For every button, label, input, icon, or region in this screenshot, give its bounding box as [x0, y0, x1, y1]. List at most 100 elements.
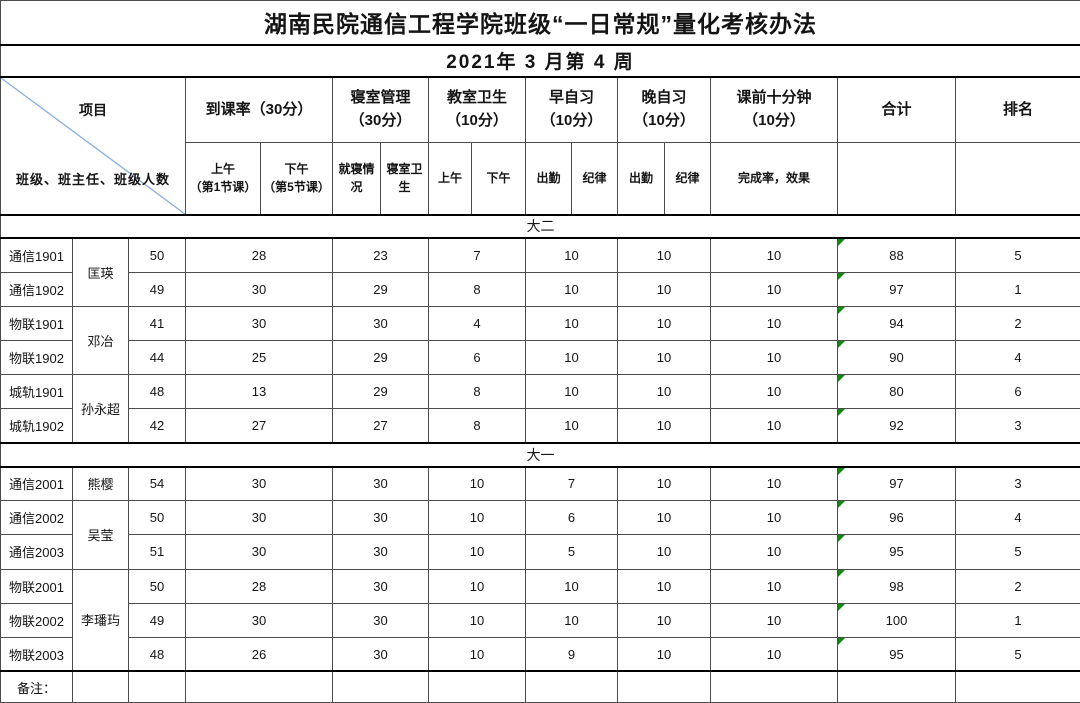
- empty-cell: [955, 670, 1080, 703]
- empty-cell: [710, 670, 838, 703]
- classroom-score-cell: 10: [428, 568, 526, 604]
- col-group-evening-study: 晚自习 （10分）: [617, 76, 711, 143]
- rank-cell: 2: [955, 305, 1080, 342]
- sub-col-pm-period5: 下午 （第5节课）: [260, 142, 333, 216]
- green-triangle-icon: [838, 467, 845, 475]
- corner-label-top: 项目: [79, 101, 107, 118]
- green-triangle-icon: [838, 375, 845, 383]
- col-group-attendance: 到课率（30分）: [185, 76, 333, 143]
- pre-class-score-cell: 10: [710, 237, 838, 273]
- classroom-score-cell: 8: [428, 271, 526, 307]
- total-score-cell: 95: [837, 636, 956, 672]
- table-row: 通信2001 熊樱 54 30 30 10 7 10 10 97 3: [0, 466, 1080, 502]
- sub-col-completion-effect: 完成率，效果: [710, 142, 838, 216]
- remark-label: 备注：: [0, 670, 73, 703]
- class-size-cell: 50: [128, 500, 186, 536]
- total-score-cell: 96: [837, 500, 956, 536]
- class-size-cell: 48: [128, 374, 186, 410]
- sub-col-sleep-status: 就寝情况: [332, 142, 381, 216]
- rank-cell: 1: [955, 602, 1080, 638]
- pre-class-score-cell: 10: [710, 500, 838, 536]
- rank-cell: 5: [955, 237, 1080, 273]
- empty-cell: [428, 670, 526, 703]
- total-score-cell: 97: [837, 466, 956, 502]
- dorm-score-cell: 30: [332, 602, 429, 638]
- section-row: 大二: [0, 213, 1080, 240]
- attendance-score-cell: 25: [185, 340, 333, 376]
- dorm-score-cell: 30: [332, 568, 429, 604]
- dorm-score-cell: 29: [332, 340, 429, 376]
- rank-cell: 6: [955, 374, 1080, 410]
- teacher-name-cell: 邓冶: [72, 305, 129, 376]
- green-triangle-icon: [838, 307, 845, 314]
- table-body: 大二 通信1901 匡瑛 50 28 23 7 10 10 10 88 5 通信1902 49 30 29 8 1…: [0, 213, 1080, 703]
- sub-col-morning-discipline: 纪律: [571, 142, 618, 216]
- morning-study-score-cell: 10: [525, 305, 618, 342]
- col-group-total: 合计: [837, 76, 956, 143]
- class-name-cell: 通信1902: [0, 271, 73, 307]
- sub-col-classroom-pm: 下午: [471, 142, 526, 216]
- morning-study-score-cell: 10: [525, 271, 618, 307]
- pre-class-score-cell: 10: [710, 466, 838, 502]
- attendance-score-cell: 30: [185, 305, 333, 342]
- class-name-cell: 城轨1902: [0, 408, 73, 444]
- rank-cell: 1: [955, 271, 1080, 307]
- total-score-cell: 80: [837, 374, 956, 410]
- attendance-score-cell: 30: [185, 500, 333, 536]
- diagonal-line: [1, 78, 185, 214]
- empty-cell: [837, 670, 956, 703]
- corner-header-cell: 项目 班级、班主任、班级人数: [0, 76, 186, 216]
- remark-row: 备注：: [0, 670, 1080, 703]
- total-score-cell: 88: [837, 237, 956, 273]
- sub-col-evening-discipline: 纪律: [664, 142, 711, 216]
- pre-class-score-cell: 10: [710, 271, 838, 307]
- morning-study-score-cell: 10: [525, 408, 618, 444]
- evening-study-score-cell: 10: [617, 374, 711, 410]
- green-triangle-icon: [838, 535, 845, 543]
- sub-col-am-period1: 上午 （第1节课）: [185, 142, 261, 216]
- evening-study-score-cell: 10: [617, 636, 711, 672]
- corner-label-bottom: 班级、班主任、班级人数: [15, 171, 170, 187]
- attendance-score-cell: 26: [185, 636, 333, 672]
- green-triangle-icon: [838, 570, 845, 577]
- class-name-cell: 物联1902: [0, 340, 73, 376]
- col-group-pre-class: 课前十分钟 （10分）: [710, 76, 838, 143]
- class-size-cell: 54: [128, 466, 186, 502]
- rank-cell: 4: [955, 500, 1080, 536]
- class-name-cell: 通信2002: [0, 500, 73, 536]
- evening-study-score-cell: 10: [617, 271, 711, 307]
- attendance-score-cell: 13: [185, 374, 333, 410]
- class-size-cell: 51: [128, 534, 186, 570]
- table-row: 通信2003 51 30 30 10 5 10 10 95 5: [0, 534, 1080, 570]
- dorm-score-cell: 30: [332, 534, 429, 570]
- section-label: 大二: [0, 213, 1080, 240]
- page-title: 湖南民院通信工程学院班级“一日常规”量化考核办法: [0, 0, 1080, 46]
- week-subtitle: 2021年 3 月第 4 周: [0, 44, 1080, 78]
- dorm-score-cell: 23: [332, 237, 429, 273]
- class-size-cell: 50: [128, 237, 186, 273]
- total-score-cell: 95: [837, 534, 956, 570]
- dorm-score-cell: 30: [332, 305, 429, 342]
- evening-study-score-cell: 10: [617, 408, 711, 444]
- class-size-cell: 50: [128, 568, 186, 604]
- evening-study-score-cell: 10: [617, 500, 711, 536]
- sub-col-evening-attend: 出勤: [617, 142, 665, 216]
- evening-study-score-cell: 10: [617, 340, 711, 376]
- attendance-score-cell: 27: [185, 408, 333, 444]
- attendance-score-cell: 30: [185, 466, 333, 502]
- col-group-morning-study: 早自习 （10分）: [525, 76, 618, 143]
- rank-cell: 5: [955, 534, 1080, 570]
- pre-class-score-cell: 10: [710, 305, 838, 342]
- class-name-cell: 通信1901: [0, 237, 73, 273]
- class-name-cell: 物联1901: [0, 305, 73, 342]
- dorm-score-cell: 27: [332, 408, 429, 444]
- teacher-name-cell: 熊樱: [72, 466, 129, 502]
- attendance-score-cell: 30: [185, 271, 333, 307]
- section-row: 大一: [0, 441, 1080, 468]
- col-group-rank: 排名: [955, 76, 1080, 143]
- class-name-cell: 通信2001: [0, 466, 73, 502]
- evening-study-score-cell: 10: [617, 237, 711, 273]
- class-size-cell: 44: [128, 340, 186, 376]
